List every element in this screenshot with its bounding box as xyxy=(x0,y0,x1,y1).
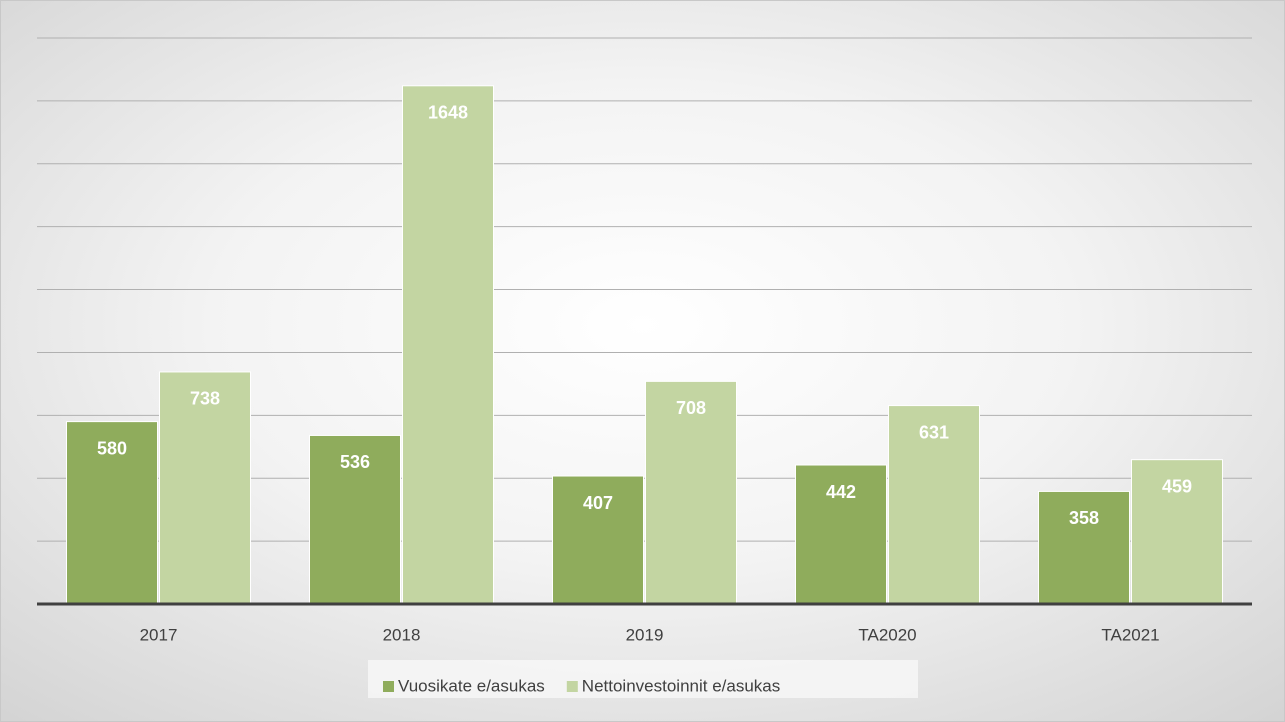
x-tick-label: TA2021 xyxy=(1101,625,1159,644)
bar xyxy=(645,380,737,605)
bar xyxy=(159,371,251,605)
legend-label: Nettoinvestoinnit e/asukas xyxy=(582,676,780,695)
data-label: 442 xyxy=(826,482,856,502)
data-label: 631 xyxy=(919,422,949,442)
legend-box xyxy=(368,660,918,698)
bar xyxy=(309,434,401,605)
data-label: 1648 xyxy=(428,103,468,123)
data-label: 708 xyxy=(676,398,706,418)
bar xyxy=(402,85,494,605)
data-label: 459 xyxy=(1162,476,1192,496)
bar xyxy=(66,421,158,605)
x-tick-label: TA2020 xyxy=(858,625,916,644)
x-tick-label: 2019 xyxy=(626,625,664,644)
bar xyxy=(1038,490,1130,605)
bar xyxy=(888,405,980,605)
data-label: 536 xyxy=(340,452,370,472)
data-label: 407 xyxy=(583,493,613,513)
legend-label: Vuosikate e/asukas xyxy=(398,676,545,695)
legend-swatch xyxy=(566,681,578,692)
data-label: 580 xyxy=(97,438,127,458)
data-label: 358 xyxy=(1069,508,1099,528)
legend-swatch xyxy=(383,681,394,692)
x-tick-label: 2018 xyxy=(383,625,421,644)
data-label: 738 xyxy=(190,389,220,409)
x-tick-label: 2017 xyxy=(140,625,178,644)
bar xyxy=(1131,459,1223,605)
